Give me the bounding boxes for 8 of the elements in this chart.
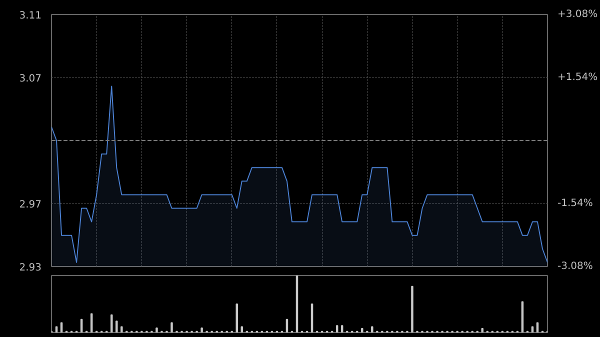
y2-tick-label: -3.08% [558, 261, 593, 272]
y2-tick-label: -1.54% [558, 198, 593, 209]
y2-tick-label: +3.08% [558, 9, 598, 20]
y-tick-label: 3.11 [19, 10, 42, 22]
y-tick-label: 2.97 [19, 200, 42, 210]
y-tick-label: 3.07 [19, 74, 42, 84]
y-tick-label: 2.93 [19, 262, 42, 274]
y2-tick-label: +1.54% [558, 72, 598, 83]
